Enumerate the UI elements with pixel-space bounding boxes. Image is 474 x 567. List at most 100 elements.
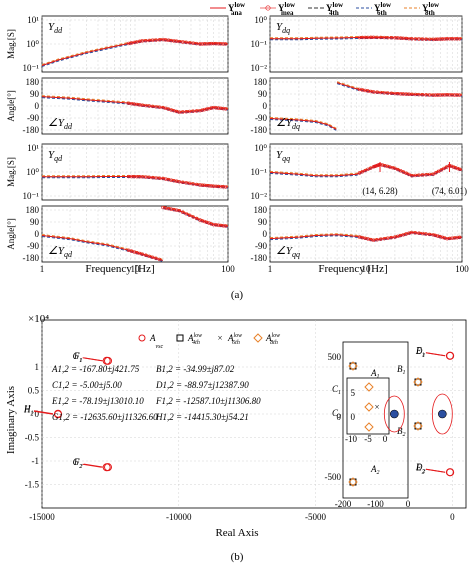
point-label: F2 xyxy=(73,457,83,470)
marker-mea xyxy=(207,184,211,188)
marker-mea xyxy=(438,93,442,97)
panel-label-b: (b) xyxy=(231,551,244,563)
marker-mea xyxy=(187,213,192,218)
marker-mea xyxy=(357,171,362,175)
inset-ytick: 0 xyxy=(337,412,342,422)
legend-entry-4th: Ylow 4th xyxy=(326,1,344,17)
marker-mea xyxy=(154,105,158,109)
xtick-label: 1 xyxy=(268,264,273,274)
xtick-label: 100 xyxy=(455,264,469,274)
marker-mea xyxy=(445,93,449,97)
equation-7: H1,2 = -14415.30±j54.21 xyxy=(155,412,249,422)
series-8th xyxy=(269,230,463,240)
marker-mea xyxy=(413,37,418,41)
marker-mea xyxy=(150,175,155,180)
point-marker xyxy=(445,468,454,477)
marker-mea xyxy=(157,176,162,180)
ytick-label: -90 xyxy=(27,113,39,123)
legend-marker-4th xyxy=(176,334,184,342)
marker-mea xyxy=(450,236,454,240)
marker-mea xyxy=(219,106,223,111)
marker-mea xyxy=(420,93,425,97)
marker-mea xyxy=(211,222,216,227)
marker-mea xyxy=(187,109,192,114)
marker-mea xyxy=(379,237,383,241)
marker-mea xyxy=(413,92,418,97)
marker-mea xyxy=(221,42,225,46)
marker-mea xyxy=(154,38,158,42)
marker-mea xyxy=(440,93,445,97)
marker-mea xyxy=(457,235,462,240)
marker-mea xyxy=(157,38,162,42)
ytick-label: 10⁰ xyxy=(254,143,267,153)
marker-mea xyxy=(431,37,435,42)
marker-mea xyxy=(427,232,432,237)
annotation-label: (74, 6.01) xyxy=(432,186,467,196)
legend-marker-vsc xyxy=(138,334,146,342)
ytick-label: 180 xyxy=(26,77,40,87)
subinset-frame xyxy=(346,377,390,435)
ytick-label-b: -1 xyxy=(32,456,40,466)
point-label: G2 xyxy=(73,457,83,470)
marker-mea xyxy=(198,108,202,113)
marker-mea xyxy=(450,37,454,41)
ytick-label: -180 xyxy=(251,125,268,135)
marker-mea xyxy=(191,182,195,186)
point-arrow xyxy=(82,463,102,468)
marker-mea xyxy=(194,216,199,221)
origin-cluster-2 xyxy=(390,409,399,419)
marker-mea xyxy=(216,184,221,189)
marker-mea xyxy=(366,167,370,171)
marker-mea xyxy=(181,110,185,114)
inset-ytick: 500 xyxy=(328,352,342,362)
marker-mea xyxy=(375,238,379,242)
marker-mea xyxy=(450,93,454,97)
marker-mea xyxy=(147,104,151,108)
series-6th xyxy=(41,97,229,114)
point-marker xyxy=(102,356,111,365)
subplot-label: Ydq xyxy=(276,21,290,35)
legend-entry-8th: Ylow 8th xyxy=(422,1,440,17)
marker-mea xyxy=(431,172,435,176)
marker-mea xyxy=(200,108,204,112)
marker-mea xyxy=(398,169,403,173)
marker-mea xyxy=(216,41,221,46)
inset-square xyxy=(349,362,357,370)
series-ana xyxy=(269,163,463,177)
ytick-label: 10⁰ xyxy=(26,39,39,49)
marker-mea xyxy=(458,167,462,172)
xtick-label-b: 0 xyxy=(450,512,455,522)
marker-mea xyxy=(184,181,188,185)
point-arrow xyxy=(82,357,102,362)
marker-mea xyxy=(177,39,182,44)
marker-mea xyxy=(177,208,182,213)
ytick-label: -180 xyxy=(251,253,268,263)
marker-mea xyxy=(401,170,406,174)
marker-mea xyxy=(184,212,188,216)
marker-mea xyxy=(205,107,209,111)
marker-mea xyxy=(410,230,414,235)
series-6th xyxy=(41,40,229,67)
marker-mea xyxy=(209,222,214,226)
ytick-label-b: -0.5 xyxy=(25,433,40,443)
marker-mea xyxy=(410,37,414,41)
marker-mea xyxy=(375,90,379,94)
origin-cluster xyxy=(438,409,447,419)
annotations-a: (14, 6.28) (74, 6.01) xyxy=(362,162,467,196)
marker-mea xyxy=(447,93,452,97)
marker-mea xyxy=(379,35,383,40)
inset-square xyxy=(349,478,357,486)
marker-mea xyxy=(157,105,162,109)
subinset-ytick: 0 xyxy=(351,412,356,422)
marker-mea xyxy=(386,35,390,40)
marker-mea xyxy=(150,255,155,260)
ytick-label: 0 xyxy=(35,229,40,239)
marker-mea xyxy=(219,223,223,228)
marker-mea xyxy=(436,169,441,174)
inset-label-C1: C1 xyxy=(332,384,341,396)
subinset-xtick: -10 xyxy=(345,434,357,444)
series-6th xyxy=(269,232,463,242)
marker-mea xyxy=(443,236,447,240)
legend-marker-8th xyxy=(253,333,263,343)
marker-mea xyxy=(445,37,449,41)
